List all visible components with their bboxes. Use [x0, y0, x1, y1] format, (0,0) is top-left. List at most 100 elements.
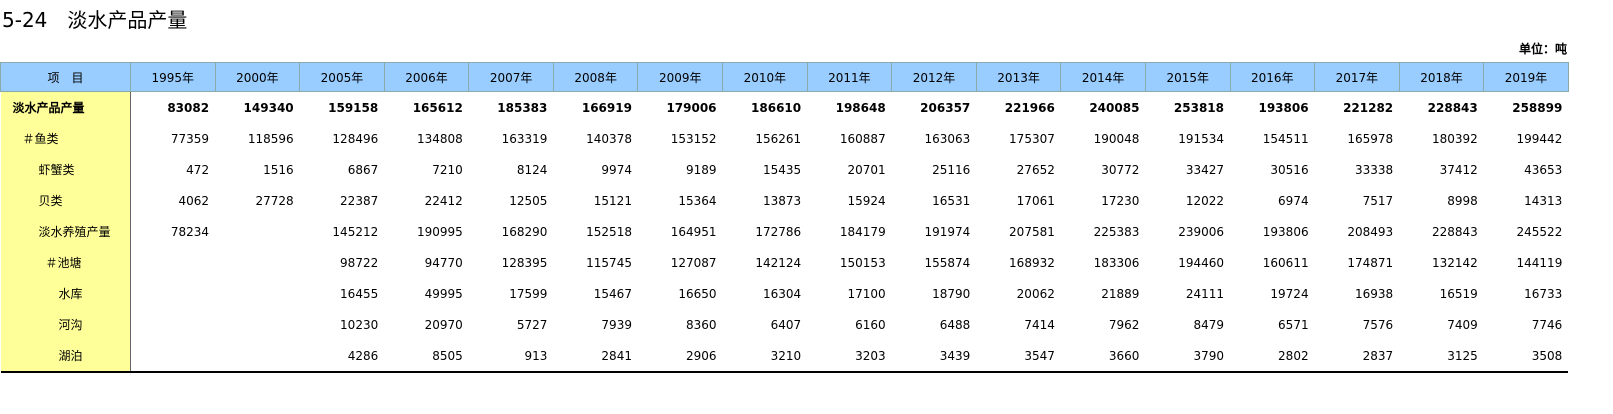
cell: 7939 [601, 317, 632, 332]
cell: 15435 [762, 162, 802, 177]
cell: 16519 [1439, 286, 1478, 301]
cell: 172786 [755, 224, 802, 239]
cell: 98722 [340, 255, 379, 270]
cell: 4062 [178, 193, 210, 208]
cell: 9189 [686, 162, 717, 177]
cell: 153152 [670, 131, 717, 146]
cell: 165612 [412, 100, 463, 115]
cell: 16304 [762, 286, 802, 301]
cell: 159158 [328, 100, 379, 115]
cell: 30772 [1101, 162, 1140, 177]
cell: 245522 [1516, 224, 1563, 239]
cell: 16733 [1524, 286, 1563, 301]
cell: 16938 [1354, 286, 1394, 301]
cell: 7576 [1362, 317, 1394, 332]
row-label: 贝类 [0, 185, 131, 216]
cell: 4286 [299, 340, 385, 373]
row-label: ＃鱼类 [0, 123, 131, 154]
row-label: 水库 [0, 278, 131, 309]
column-header: 2008年 [552, 62, 639, 92]
cell: 144119 [1516, 255, 1563, 270]
cell: 5727 [516, 317, 548, 332]
cell: 150153 [839, 255, 886, 270]
empty-cell [215, 309, 300, 340]
cell: 152518 [586, 224, 632, 239]
cell: 33427 [1185, 162, 1225, 177]
cell: 33338 [1354, 162, 1394, 177]
cell: 140378 [586, 131, 632, 146]
cell: 83082 [167, 100, 210, 115]
cell: 3203 [807, 340, 892, 373]
cell: 6571 [1278, 317, 1309, 332]
row-label: 淡水养殖产量 [0, 216, 131, 247]
cell: 7517 [1362, 193, 1394, 208]
cell: 175307 [1009, 131, 1055, 146]
cell: 3660 [1060, 340, 1146, 373]
cell: 2802 [1230, 340, 1315, 373]
cell: 198648 [835, 100, 886, 115]
cell: 149340 [243, 100, 294, 115]
cell: 3210 [722, 340, 808, 373]
cell: 221282 [1343, 100, 1394, 115]
column-header: 2000年 [214, 62, 301, 92]
cell: 190995 [417, 224, 463, 239]
cell: 94770 [424, 255, 463, 270]
table-row: 河沟 10230 20970 5727 7939 8360 6407 6160 6488 7414… [0, 309, 1569, 340]
cell: 3508 [1483, 340, 1569, 373]
cell: 193806 [1262, 224, 1309, 239]
column-header: 2019年 [1483, 62, 1569, 92]
column-header: 2010年 [722, 62, 808, 92]
cell: 154511 [1262, 131, 1309, 146]
cell: 17599 [509, 286, 548, 301]
cell: 228843 [1427, 100, 1478, 115]
cell: 118596 [247, 131, 294, 146]
cell: 49995 [424, 286, 463, 301]
cell: 16531 [932, 193, 971, 208]
cell: 22387 [340, 193, 379, 208]
row-label: ＃池塘 [0, 247, 131, 278]
table-row: 虾蟹类 472 1516 6867 7210 8124 9974 9189 15435 20701… [0, 154, 1569, 185]
table-row: 淡水养殖产量 78234 145212 190995 168290 152518 16495… [0, 216, 1569, 247]
cell: 115745 [586, 255, 632, 270]
cell: 221966 [1004, 100, 1055, 115]
cell: 239006 [1178, 224, 1225, 239]
cell: 128496 [332, 131, 379, 146]
cell: 228843 [1431, 224, 1478, 239]
table-row: 湖泊 4286 8505 913 2841 2906 3210 3203 3439 3547 366… [0, 340, 1569, 373]
cell: 25116 [932, 162, 971, 177]
cell: 253818 [1173, 100, 1225, 115]
column-header: 2015年 [1144, 62, 1231, 92]
cell: 179006 [666, 100, 717, 115]
cell: 21889 [1101, 286, 1140, 301]
cell: 134808 [417, 131, 463, 146]
cell: 14313 [1524, 193, 1563, 208]
cell: 27652 [1016, 162, 1055, 177]
cell: 43653 [1524, 162, 1563, 177]
cell: 8998 [1447, 193, 1478, 208]
column-header: 2009年 [637, 62, 724, 92]
column-header: 2014年 [1060, 62, 1146, 92]
cell: 160887 [839, 131, 886, 146]
cell: 17100 [847, 286, 886, 301]
cell: 191534 [1178, 131, 1225, 146]
table-row: 水库 16455 49995 17599 15467 16650 16304 17100 187… [0, 278, 1569, 309]
cell: 186610 [751, 100, 802, 115]
cell: 913 [468, 340, 554, 373]
cell: 7962 [1108, 317, 1140, 332]
empty-cell [131, 309, 216, 340]
cell: 183306 [1093, 255, 1140, 270]
table-row: ＃鱼类 77359 118596 128496 134808 163319 140378 15… [0, 123, 1569, 154]
cell: 128395 [501, 255, 548, 270]
table-row: ＃池塘 98722 94770 128395 115745 127087 142124 150… [0, 247, 1569, 278]
cell: 24111 [1185, 286, 1225, 301]
cell: 7746 [1531, 317, 1563, 332]
cell: 3790 [1145, 340, 1231, 373]
cell: 17230 [1101, 193, 1140, 208]
cell: 77359 [170, 131, 210, 146]
cell: 206357 [920, 100, 971, 115]
cell: 168932 [1009, 255, 1055, 270]
unit: 单位：吨 [1518, 42, 1567, 56]
cell: 160611 [1262, 255, 1309, 270]
cell: 10230 [340, 317, 379, 332]
